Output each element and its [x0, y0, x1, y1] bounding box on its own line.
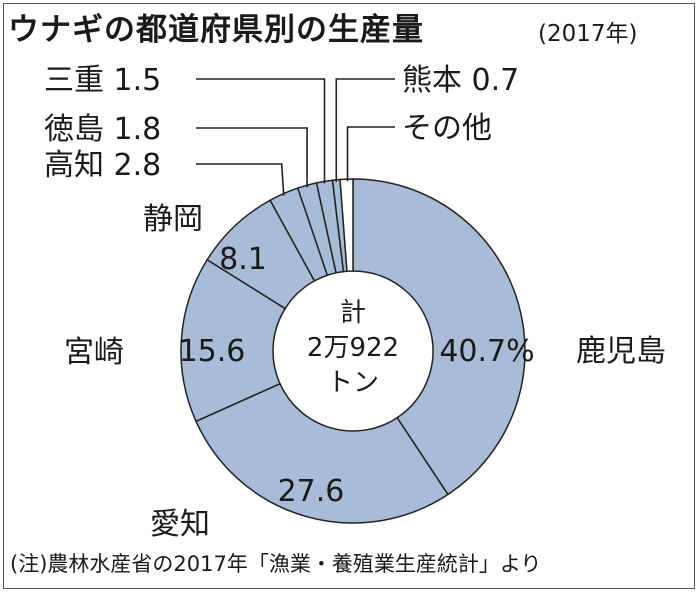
- leader-line-tokushima: [196, 127, 308, 188]
- region-label-aichi: 愛知: [150, 507, 210, 542]
- center-total-label: 計 2万922 トン: [307, 298, 399, 398]
- leader-line-kumamoto: [335, 78, 395, 182]
- leader-line-mie: [196, 78, 326, 184]
- donut-slice-8: [339, 178, 354, 273]
- value-label-shizuoka: 8.1: [219, 242, 267, 277]
- region-label-kagoshima: 鹿児島: [576, 334, 666, 369]
- donut-slice-1: [195, 382, 449, 524]
- region-label-shizuoka: 静岡: [143, 202, 203, 237]
- region-label-miyazaki: 宮崎: [64, 335, 124, 370]
- donut-slice-2: [180, 258, 287, 423]
- chart-title: ウナギの都道府県別の生産量: [8, 12, 424, 48]
- value-label-miyazaki: 15.6: [179, 334, 246, 369]
- leader-line-kochi: [196, 163, 285, 196]
- region-label-kochi: 高知 2.8: [44, 148, 161, 183]
- leader-line-other: [346, 126, 395, 182]
- region-label-tokushima: 徳島 1.8: [44, 112, 161, 147]
- region-label-other: その他: [402, 111, 492, 146]
- source-footnote: (注)農林水産省の2017年「漁業・養殖業生産統計」より: [10, 552, 542, 576]
- region-label-mie: 三重 1.5: [44, 63, 161, 98]
- value-label-kagoshima: 40.7%: [439, 334, 534, 369]
- value-label-aichi: 27.6: [278, 474, 345, 509]
- chart-year: (2017年): [538, 21, 638, 47]
- chart-frame: [3, 3, 695, 589]
- donut-slice-0: [352, 178, 526, 496]
- region-label-kumamoto: 熊本 0.7: [402, 63, 519, 98]
